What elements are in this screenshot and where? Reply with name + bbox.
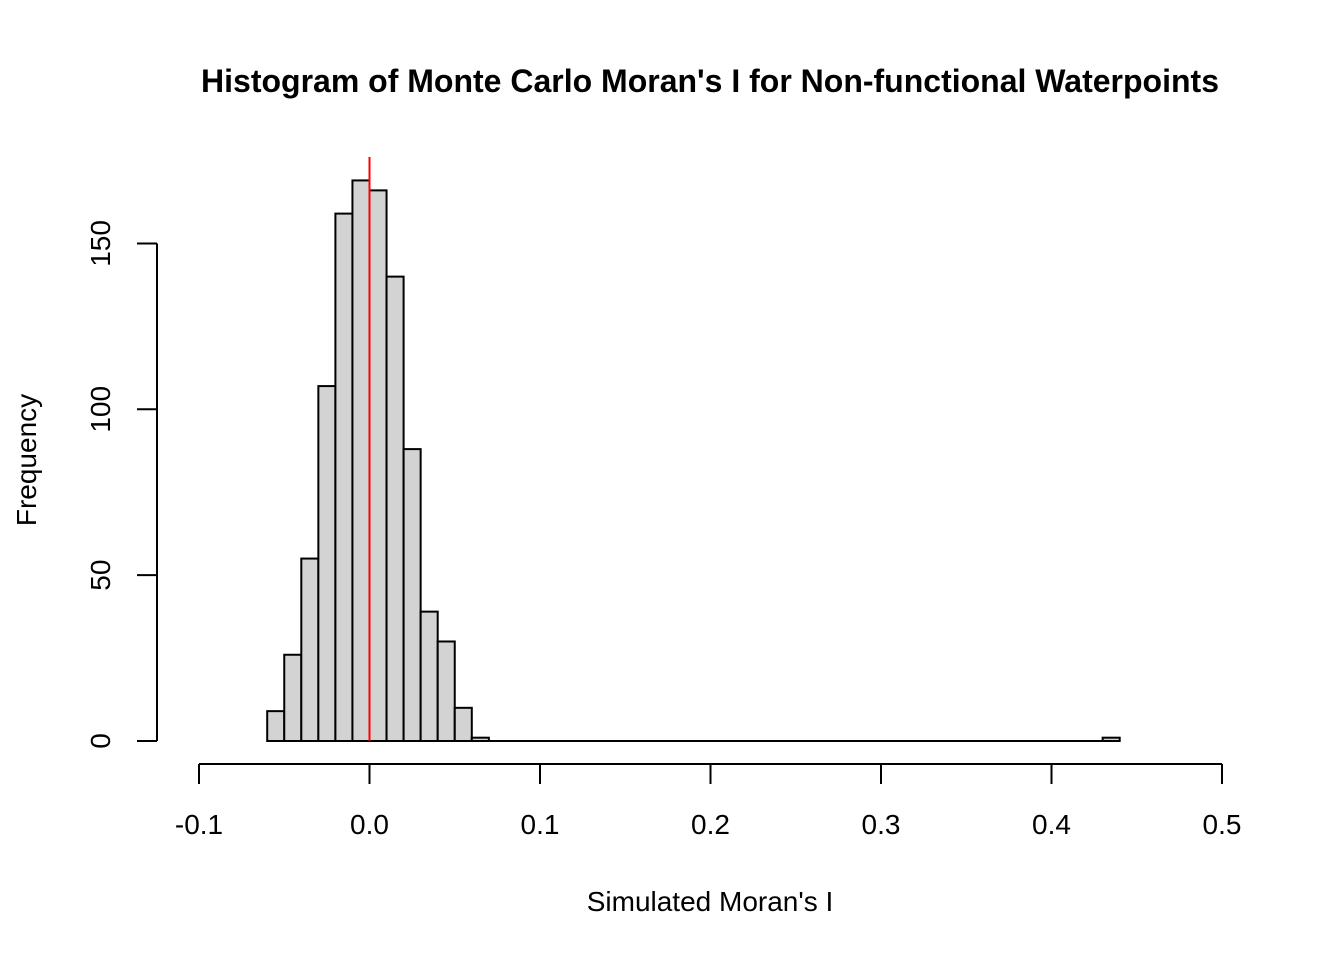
histogram-bar	[436, 640, 456, 742]
x-axis-label: Simulated Moran's I	[587, 886, 834, 917]
histogram-bar	[266, 710, 286, 742]
x-tick-label: 0.0	[350, 809, 389, 840]
x-tick-label: -0.1	[175, 809, 223, 840]
y-tick-label: 50	[85, 560, 116, 591]
histogram-bar	[283, 653, 303, 742]
y-tick-label: 150	[85, 220, 116, 267]
histogram-bar	[385, 275, 405, 742]
x-tick-label: 0.1	[521, 809, 560, 840]
histogram-bar	[351, 179, 371, 742]
histogram-bar	[419, 610, 439, 743]
histogram-bar	[317, 385, 337, 742]
x-tick-label: 0.4	[1032, 809, 1071, 840]
histogram-bar	[334, 212, 354, 743]
histogram-bar	[368, 189, 388, 743]
x-tick-label: 0.3	[862, 809, 901, 840]
y-tick-label: 100	[85, 386, 116, 433]
histogram-bar	[300, 557, 320, 742]
y-tick-label: 0	[85, 733, 116, 749]
chart-title: Histogram of Monte Carlo Moran's I for N…	[201, 63, 1219, 99]
x-tick-label: 0.2	[691, 809, 730, 840]
histogram-bar	[453, 706, 473, 743]
histogram-bar	[402, 448, 422, 742]
x-tick-label: 0.5	[1203, 809, 1242, 840]
y-axis-label: Frequency	[11, 394, 42, 526]
histogram-bars	[266, 179, 1121, 743]
y-axis: 0 50 100 150	[85, 220, 158, 749]
x-axis: -0.1 0.0 0.1 0.2 0.3 0.4 0.5	[175, 763, 1242, 840]
